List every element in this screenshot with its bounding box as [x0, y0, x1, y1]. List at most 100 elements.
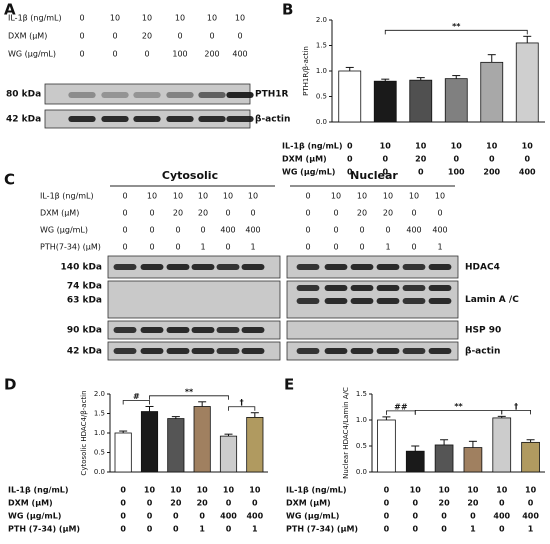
treatment-value: 400 — [432, 226, 447, 235]
blot-band — [241, 327, 265, 333]
treatment-value: 10 — [170, 486, 182, 495]
treatment-value: 20 — [198, 209, 208, 218]
y-tick-label: 1.5 — [356, 390, 367, 398]
treatment-value: 0 — [122, 209, 127, 218]
y-tick-label: 0.0 — [316, 118, 327, 126]
treatment-value: 0 — [333, 243, 338, 252]
blot-band — [402, 264, 426, 270]
treatment-value: 10 — [331, 192, 341, 201]
kda-label: 74 kDa — [67, 282, 102, 292]
treatment-value: 10 — [525, 486, 537, 495]
treatment-value: 0 — [528, 499, 534, 508]
treatment-value: 0 — [79, 32, 84, 41]
treatment-value: 20 — [467, 499, 479, 508]
treatment-value: 0 — [79, 50, 84, 59]
y-axis-title: Cytosolic HDAC4/β-actin — [80, 390, 88, 475]
treatment-value: 0 — [384, 486, 390, 495]
treatment-value: 0 — [149, 209, 154, 218]
treatment-value: 0 — [347, 155, 353, 164]
treatment-value: 0 — [347, 142, 353, 151]
treatment-value: 10 — [435, 192, 445, 201]
treatment-value: 10 — [223, 192, 233, 201]
significance-bracket — [501, 409, 531, 415]
treatment-label: DXM (μM) — [40, 209, 79, 218]
treatment-label: WG (μg/mL) — [286, 512, 339, 521]
bar — [219, 435, 238, 473]
significance-bracket — [386, 410, 416, 415]
protein-label: HSP 90 — [465, 326, 501, 336]
treatment-value: 1 — [528, 525, 534, 534]
blot-band — [198, 92, 226, 98]
treatment-value: 0 — [470, 512, 476, 521]
treatment-value: 0 — [441, 525, 447, 534]
treatment-value: 1 — [437, 243, 442, 252]
y-tick-label: 1.0 — [356, 416, 367, 424]
y-tick-label: 0.5 — [94, 449, 105, 457]
y-tick-label: 1.0 — [94, 429, 105, 437]
treatment-value: 10 — [223, 486, 235, 495]
blot-band — [350, 264, 374, 270]
treatment-value: 10 — [249, 486, 261, 495]
treatment-value: 0 — [305, 226, 310, 235]
treatment-label: WG (μg/mL) — [40, 226, 88, 235]
treatment-value: 20 — [170, 499, 182, 508]
fraction-label: Nuclear — [350, 169, 398, 182]
treatment-value: 10 — [235, 14, 245, 23]
blot-band — [166, 116, 194, 122]
blot-band — [68, 116, 96, 122]
treatment-value: 0 — [209, 32, 214, 41]
treatment-label: IL-1β (ng/mL) — [40, 192, 94, 201]
y-tick-label: 1.5 — [316, 42, 327, 50]
blot-band — [324, 348, 348, 354]
treatment-value: 0 — [412, 512, 418, 521]
treatment-value: 20 — [197, 499, 209, 508]
treatment-label: DXM (μM) — [286, 499, 331, 508]
blot-band — [296, 264, 320, 270]
bar — [409, 79, 433, 123]
treatment-value: 10 — [175, 14, 185, 23]
treatment-value: 10 — [522, 142, 534, 151]
blot-band — [216, 327, 240, 333]
treatment-value: 0 — [333, 226, 338, 235]
treatment-value: 400 — [232, 50, 247, 59]
treatment-value: 0 — [359, 226, 364, 235]
blot-band — [296, 285, 320, 291]
treatment-value: 10 — [409, 192, 419, 201]
y-tick-label: 1.5 — [94, 410, 105, 418]
blot-band — [402, 348, 426, 354]
treatment-value: 0 — [120, 499, 126, 508]
blot-band — [226, 92, 254, 98]
treatment-value: 0 — [411, 243, 416, 252]
treatment-value: 0 — [147, 525, 153, 534]
treatment-label: IL-1β (ng/mL) — [8, 14, 62, 23]
treatment-value: 10 — [147, 192, 157, 201]
significance-label: † — [514, 402, 518, 411]
blot-membrane — [286, 320, 459, 340]
blot-band — [241, 264, 265, 270]
treatment-label: PTH (7-34) (μM) — [286, 525, 358, 534]
treatment-value: 0 — [333, 209, 338, 218]
treatment-value: 0 — [305, 192, 310, 201]
blot-band — [324, 298, 348, 304]
treatment-value: 400 — [220, 226, 235, 235]
blot-band — [198, 116, 226, 122]
treatment-value: 0 — [149, 243, 154, 252]
blot-band — [133, 116, 161, 122]
blot-membrane — [107, 280, 281, 319]
treatment-value: 0 — [225, 243, 230, 252]
bar — [167, 418, 185, 473]
bar — [492, 417, 512, 473]
blot-band — [428, 285, 452, 291]
treatment-value: 200 — [483, 168, 500, 177]
blot-band — [350, 348, 374, 354]
blot-band — [296, 348, 320, 354]
blot-band — [324, 285, 348, 291]
treatment-value: 0 — [305, 243, 310, 252]
blot-band — [428, 348, 452, 354]
treatment-value: 10 — [198, 192, 208, 201]
treatment-label: IL-1β (ng/mL) — [282, 142, 343, 151]
bar — [140, 411, 159, 473]
treatment-value: 0 — [384, 525, 390, 534]
blot-band — [166, 348, 190, 354]
